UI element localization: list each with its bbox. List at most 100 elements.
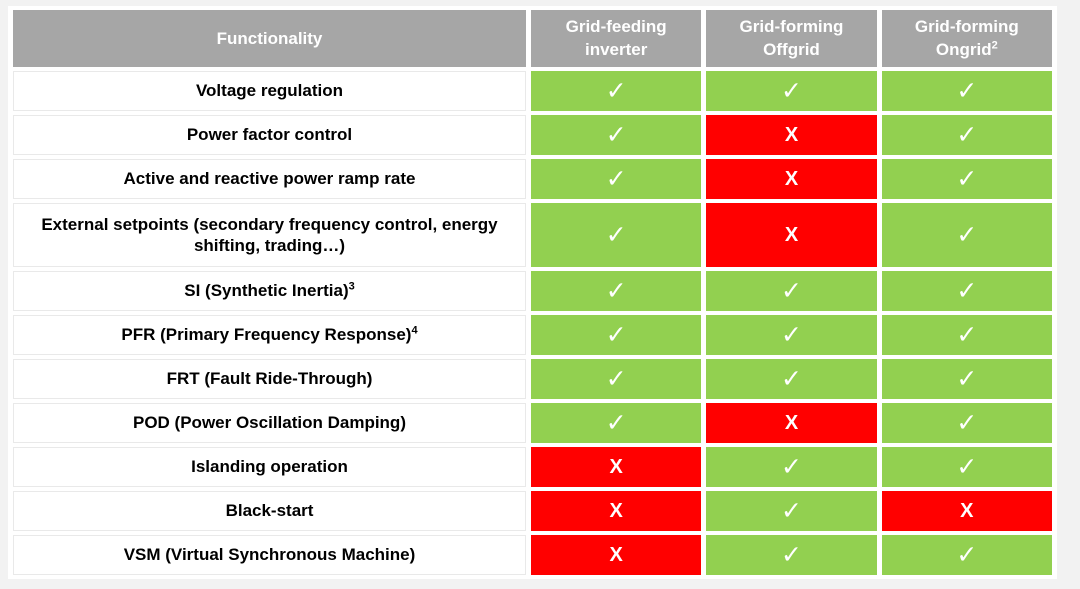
check-icon: ✓ (781, 320, 802, 349)
check-icon: ✓ (605, 276, 627, 305)
not-supported-cell: X (706, 115, 877, 155)
row-label: SI (Synthetic Inertia) (184, 281, 349, 301)
cross-icon: X (784, 412, 799, 434)
row-label-cell: FRT (Fault Ride-Through) (13, 359, 526, 399)
check-icon: ✓ (781, 76, 802, 105)
supported-cell: ✓ (706, 71, 877, 111)
check-icon: ✓ (956, 276, 978, 305)
table-row: VSM (Virtual Synchronous Machine) X ✓ ✓ (13, 535, 1052, 575)
table-row: Black-start X ✓ X (13, 491, 1052, 531)
table-row: FRT (Fault Ride-Through) ✓ ✓ ✓ (13, 359, 1052, 399)
check-icon: ✓ (956, 452, 978, 481)
supported-cell: ✓ (881, 271, 1052, 311)
check-icon: ✓ (605, 220, 627, 249)
column-header-2: Grid-forming Offgrid (706, 10, 877, 67)
row-label-cell: PFR (Primary Frequency Response)4 (13, 315, 526, 355)
supported-cell: ✓ (881, 71, 1052, 111)
not-supported-cell: X (706, 159, 877, 199)
header-row: Functionality Grid-feeding inverter Grid-… (13, 10, 1052, 67)
cross-icon: X (609, 500, 623, 522)
table-row: Voltage regulation ✓ ✓ ✓ (13, 71, 1052, 111)
row-label: Active and reactive power ramp rate (123, 169, 416, 189)
supported-cell: ✓ (531, 403, 702, 443)
check-icon: ✓ (781, 276, 802, 305)
supported-cell: ✓ (706, 535, 877, 575)
cross-icon: X (784, 124, 799, 146)
row-label: VSM (Virtual Synchronous Machine) (123, 545, 416, 565)
table-row: PFR (Primary Frequency Response)4 ✓ ✓ ✓ (13, 315, 1052, 355)
supported-cell: ✓ (706, 491, 877, 531)
functionality-matrix: Functionality Grid-feeding inverter Grid-… (8, 6, 1057, 579)
cross-icon: X (960, 500, 974, 522)
supported-cell: ✓ (706, 359, 877, 399)
row-label: Black-start (225, 501, 314, 521)
column-header-3: Grid-forming Ongrid2 (881, 10, 1052, 67)
check-icon: ✓ (781, 364, 802, 393)
column-header-1: Grid-feeding inverter (531, 10, 702, 67)
check-icon: ✓ (605, 364, 627, 393)
check-icon: ✓ (605, 76, 627, 105)
check-icon: ✓ (956, 408, 978, 437)
check-icon: ✓ (605, 164, 627, 193)
table-row: External setpoints (secondary frequency … (13, 203, 1052, 267)
supported-cell: ✓ (881, 159, 1052, 199)
supported-cell: ✓ (531, 159, 702, 199)
row-label-cell: Islanding operation (13, 447, 526, 487)
column-header-label: Grid-forming Ongrid (914, 17, 1019, 59)
supported-cell: ✓ (706, 447, 877, 487)
supported-cell: ✓ (531, 359, 702, 399)
supported-cell: ✓ (531, 271, 702, 311)
supported-cell: ✓ (531, 115, 702, 155)
supported-cell: ✓ (881, 203, 1052, 267)
footnote-marker: 2 (991, 38, 998, 51)
row-label: POD (Power Oscillation Damping) (133, 413, 406, 433)
table-row: Power factor control ✓ X ✓ (13, 115, 1052, 155)
not-supported-cell: X (706, 203, 877, 267)
supported-cell: ✓ (706, 315, 877, 355)
row-label: Voltage regulation (195, 81, 344, 101)
check-icon: ✓ (781, 452, 802, 481)
cross-icon: X (609, 456, 623, 478)
supported-cell: ✓ (531, 315, 702, 355)
not-supported-cell: X (531, 535, 702, 575)
check-icon: ✓ (781, 540, 802, 569)
check-icon: ✓ (605, 408, 627, 437)
cross-icon: X (609, 544, 623, 566)
supported-cell: ✓ (881, 315, 1052, 355)
supported-cell: ✓ (881, 447, 1052, 487)
supported-cell: ✓ (881, 535, 1052, 575)
table-header: Functionality Grid-feeding inverter Grid-… (13, 10, 1052, 67)
row-label-cell: Black-start (13, 491, 526, 531)
table-row: Active and reactive power ramp rate ✓ X ✓ (13, 159, 1052, 199)
table-row: SI (Synthetic Inertia)3 ✓ ✓ ✓ (13, 271, 1052, 311)
table-body: Voltage regulation ✓ ✓ ✓ Power factor contro… (13, 71, 1052, 575)
row-label: PFR (Primary Frequency Response) (121, 325, 412, 345)
row-label: External setpoints (secondary frequency … (41, 214, 498, 255)
footnote-marker: 3 (348, 280, 355, 293)
row-label: Islanding operation (191, 457, 348, 477)
table-row: POD (Power Oscillation Damping) ✓ X ✓ (13, 403, 1052, 443)
cross-icon: X (784, 224, 799, 246)
row-label: Power factor control (186, 125, 353, 145)
check-icon: ✓ (605, 320, 627, 349)
not-supported-cell: X (881, 491, 1052, 531)
check-icon: ✓ (956, 540, 978, 569)
table-row: Islanding operation X ✓ ✓ (13, 447, 1052, 487)
supported-cell: ✓ (881, 359, 1052, 399)
row-label-cell: POD (Power Oscillation Damping) (13, 403, 526, 443)
not-supported-cell: X (706, 403, 877, 443)
row-label: FRT (Fault Ride-Through) (166, 369, 373, 389)
footnote-marker: 4 (411, 324, 418, 337)
check-icon: ✓ (956, 220, 978, 249)
check-icon: ✓ (781, 496, 802, 525)
row-label-cell: External setpoints (secondary frequency … (13, 203, 526, 267)
row-label-cell: Voltage regulation (13, 71, 526, 111)
supported-cell: ✓ (881, 403, 1052, 443)
check-icon: ✓ (605, 120, 627, 149)
check-icon: ✓ (956, 120, 978, 149)
row-label-cell: Power factor control (13, 115, 526, 155)
functionality-column-header: Functionality (13, 10, 526, 67)
check-icon: ✓ (956, 320, 978, 349)
supported-cell: ✓ (881, 115, 1052, 155)
